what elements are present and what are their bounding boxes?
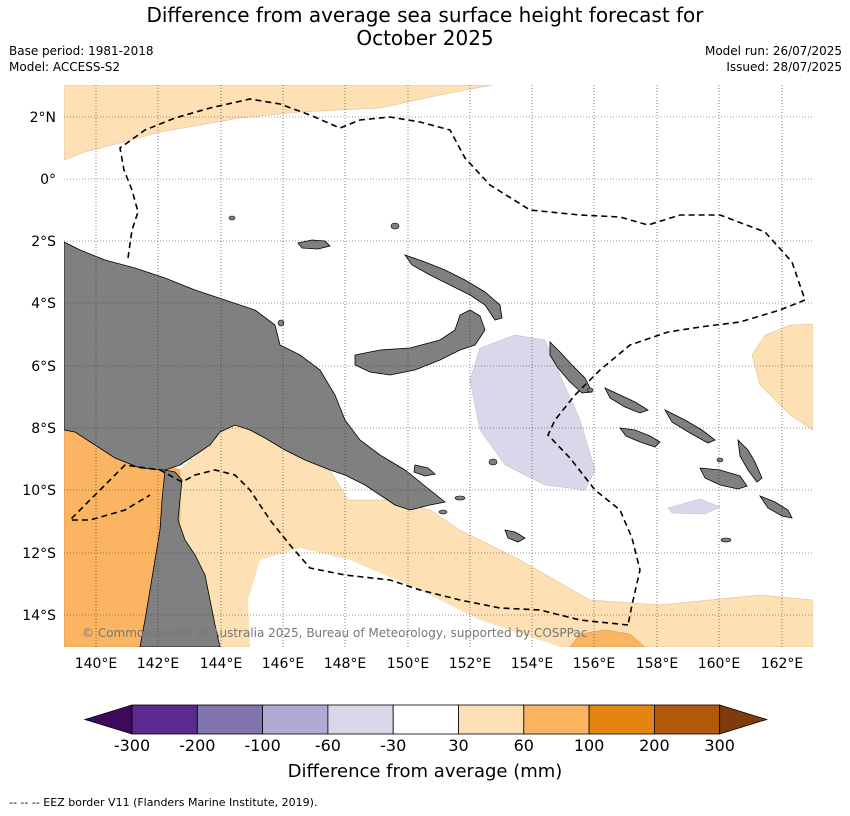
land-malaita — [737, 438, 763, 483]
latitude-labels: 2°N 0° 2°S 4°S 6°S 8°S 10°S 12°S 14°S — [22, 110, 56, 624]
colorbar-segment — [327, 704, 394, 735]
anomaly-region-east-light — [751, 323, 813, 431]
land-choiseul — [604, 387, 649, 414]
lat-label: 12°S — [22, 546, 56, 562]
anomaly-region-negative-small — [667, 498, 721, 515]
colorbar-tick-label: 100 — [574, 736, 605, 755]
land-santa-isabel — [663, 409, 716, 444]
meta-left: Base period: 1981-2018 Model: ACCESS-S2 — [9, 43, 154, 75]
land-dentrecasteaux — [413, 464, 436, 477]
colorbar: -300 -200 -100 -60 -30 30 60 100 200 300 — [83, 704, 769, 755]
title-line-2: October 2025 — [356, 26, 494, 50]
colorbar-extend-low — [83, 704, 133, 735]
colorbar-tick-label: -300 — [114, 736, 150, 755]
colorbar-segment — [458, 704, 525, 735]
lon-label: 150°E — [387, 656, 430, 672]
colorbar-tick-label: 200 — [639, 736, 670, 755]
lon-label: 144°E — [200, 656, 243, 672]
lon-label: 148°E — [324, 656, 367, 672]
land-new-guinea — [64, 241, 446, 511]
lat-label: 2°N — [30, 110, 56, 126]
colorbar-segment — [196, 704, 264, 735]
land-new-britain — [354, 309, 486, 376]
issued-text: Issued: 28/07/2025 — [726, 60, 842, 74]
colorbar-segment — [131, 704, 198, 735]
lon-label: 146°E — [262, 656, 305, 672]
anomaly-region-south-mid — [569, 629, 646, 647]
lon-label: 156°E — [573, 656, 616, 672]
lon-label: 162°E — [761, 656, 804, 672]
lon-label: 152°E — [449, 656, 492, 672]
colorbar-extend-high — [719, 704, 769, 735]
colorbar-segment — [523, 704, 590, 735]
lat-label: 2°S — [31, 234, 56, 250]
lat-label: 0° — [40, 172, 56, 188]
land-new-ireland — [403, 254, 503, 321]
colorbar-segment — [654, 704, 721, 735]
model-text: Model: ACCESS-S2 — [9, 60, 121, 74]
land-bougainville — [549, 341, 593, 394]
colorbar-segment — [262, 704, 329, 735]
land-cape-york — [139, 469, 221, 647]
anomaly-region-coral-white — [248, 548, 560, 647]
lat-label: 6°S — [31, 359, 56, 375]
colorbar-tick-label: -200 — [179, 736, 215, 755]
colorbar-tick-label: -60 — [315, 736, 341, 755]
anomaly-region-north-light — [64, 85, 493, 161]
model-run-text: Model run: 26/07/2025 — [704, 44, 842, 58]
title-line-1: Difference from average sea surface heig… — [146, 3, 704, 27]
lon-label: 142°E — [137, 656, 180, 672]
land-small-islands — [228, 215, 732, 543]
graticule — [64, 85, 813, 647]
eez-legend-text: -- -- -- EEZ border V11 (Flanders Marine… — [9, 796, 318, 809]
lat-label: 8°S — [31, 421, 56, 437]
lon-label: 160°E — [698, 656, 741, 672]
eez-border — [68, 98, 807, 626]
colorbar-tick-label: 300 — [704, 736, 735, 755]
colorbar-tick-label: 60 — [514, 736, 534, 755]
colorbar-tick-label: 30 — [448, 736, 468, 755]
land-new-georgia — [619, 427, 661, 448]
colorbar-segment — [588, 704, 655, 735]
colorbar-title: Difference from average (mm) — [287, 761, 563, 782]
base-period-text: Base period: 1981-2018 — [9, 44, 154, 58]
anomaly-region-negative-large — [469, 334, 596, 491]
map-title: Difference from average sea surface heig… — [0, 4, 850, 50]
lat-label: 14°S — [22, 608, 56, 624]
longitude-labels: 140°E 142°E 144°E 146°E 148°E 150°E 152°… — [75, 656, 804, 672]
land-guadalcanal — [699, 467, 748, 490]
lat-label: 10°S — [22, 483, 56, 499]
colorbar-tick-label: -100 — [244, 736, 280, 755]
land-manus — [297, 239, 331, 250]
land-louisiade — [504, 529, 526, 543]
colorbar-segment — [392, 704, 459, 735]
lon-label: 158°E — [636, 656, 679, 672]
lat-label: 4°S — [31, 296, 56, 312]
copyright-text: © Commonwealth of Australia 2025, Bureau… — [82, 626, 587, 640]
meta-right: Model run: 26/07/2025 Issued: 28/07/2025 — [705, 43, 842, 75]
colorbar-tick-label: -30 — [380, 736, 406, 755]
lon-label: 140°E — [75, 656, 118, 672]
lon-label: 154°E — [511, 656, 554, 672]
land-makira — [758, 495, 793, 519]
map-area: © Commonwealth of Australia 2025, Bureau… — [64, 85, 813, 647]
